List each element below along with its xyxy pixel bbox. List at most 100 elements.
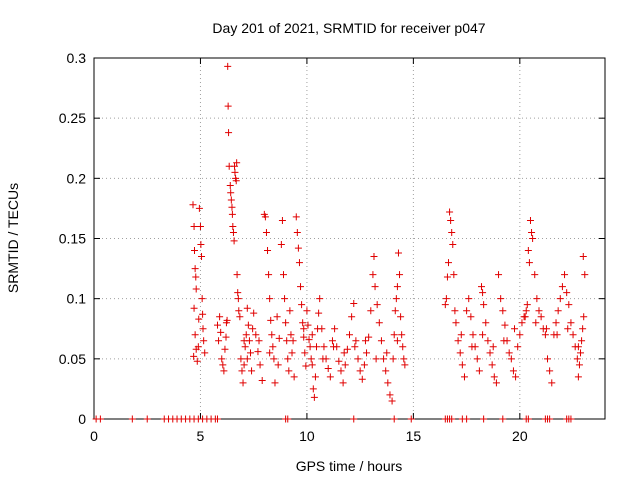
data-point	[523, 301, 531, 309]
data-point	[497, 295, 505, 303]
data-point	[392, 295, 400, 303]
data-point	[310, 393, 318, 401]
data-point	[358, 375, 366, 383]
data-point	[458, 361, 466, 369]
data-point	[284, 355, 292, 363]
data-point	[228, 210, 236, 218]
data-point	[524, 415, 532, 423]
data-point	[469, 331, 477, 339]
data-point	[255, 337, 263, 345]
data-point	[360, 361, 368, 369]
data-point	[330, 343, 338, 351]
data-point	[269, 343, 277, 351]
data-point	[339, 379, 347, 387]
data-point	[239, 379, 247, 387]
data-point	[505, 349, 513, 357]
data-point	[532, 319, 540, 327]
y-tick-label: 0.15	[59, 231, 86, 247]
data-point	[393, 337, 401, 345]
data-point	[335, 357, 343, 365]
data-point	[442, 295, 450, 303]
data-point	[303, 307, 311, 315]
data-point	[289, 337, 297, 345]
data-point	[189, 201, 197, 209]
data-point	[460, 373, 468, 381]
data-point	[488, 361, 496, 369]
data-point	[558, 283, 566, 291]
data-point	[295, 259, 303, 267]
data-point	[475, 367, 483, 375]
data-point	[190, 222, 198, 230]
data-point	[240, 361, 248, 369]
data-point	[225, 129, 233, 137]
y-tick-label: 0	[78, 411, 86, 427]
data-point	[516, 331, 524, 339]
data-point	[252, 331, 260, 339]
data-point	[275, 334, 283, 342]
data-point	[564, 325, 572, 333]
data-point	[215, 337, 223, 345]
data-point	[213, 415, 221, 423]
data-point	[390, 331, 398, 339]
data-point	[574, 373, 582, 381]
data-point	[578, 337, 586, 345]
data-point	[191, 265, 199, 273]
data-point	[302, 362, 310, 370]
data-point	[222, 333, 230, 341]
data-point	[567, 319, 575, 327]
data-point	[389, 355, 397, 363]
data-point	[401, 361, 409, 369]
data-point	[380, 355, 388, 363]
data-point	[518, 319, 526, 327]
data-point	[217, 328, 225, 336]
data-point	[537, 313, 545, 321]
data-point	[285, 367, 293, 375]
data-point	[230, 237, 238, 245]
data-point	[231, 168, 239, 176]
data-point	[452, 319, 460, 327]
data-point	[346, 331, 353, 339]
x-axis-label: GPS time / hours	[296, 458, 403, 474]
data-point	[227, 189, 235, 197]
data-point	[341, 361, 349, 369]
data-point	[305, 336, 313, 344]
data-point	[221, 345, 229, 353]
data-point	[388, 397, 396, 405]
data-point	[479, 289, 487, 297]
data-point	[324, 364, 332, 372]
data-point	[525, 259, 533, 267]
data-point	[356, 367, 364, 375]
data-point	[567, 415, 575, 423]
data-point	[316, 295, 324, 303]
data-point	[396, 271, 404, 279]
x-tick-label: 20	[512, 428, 528, 444]
data-point	[297, 283, 305, 291]
data-point	[391, 307, 399, 315]
y-tick-label: 0.1	[67, 291, 87, 307]
data-point	[447, 216, 455, 224]
data-point	[480, 415, 488, 423]
x-tick-label: 10	[299, 428, 315, 444]
data-point	[234, 289, 242, 297]
data-point	[443, 273, 451, 281]
data-point	[277, 241, 285, 249]
data-point	[542, 325, 550, 333]
data-point	[465, 295, 473, 303]
data-point	[390, 415, 398, 423]
data-point	[467, 313, 475, 321]
data-point	[300, 333, 308, 341]
data-point	[479, 331, 487, 339]
data-point	[348, 313, 356, 321]
data-point	[199, 325, 207, 333]
data-point	[492, 379, 500, 387]
data-point	[400, 355, 408, 363]
data-point	[312, 343, 320, 351]
data-point	[234, 295, 242, 303]
data-point	[490, 373, 498, 381]
data-point	[553, 331, 561, 339]
data-point	[457, 331, 465, 339]
data-point	[191, 331, 199, 339]
data-point	[522, 307, 530, 315]
data-point	[306, 343, 314, 351]
data-point	[249, 325, 257, 333]
